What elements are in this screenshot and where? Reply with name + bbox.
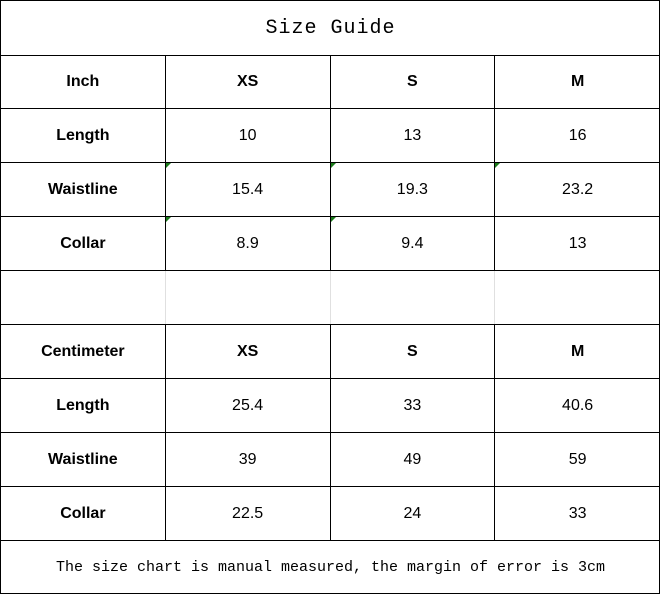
table-cell[interactable]: Waistline: [1, 433, 166, 486]
table-cell[interactable]: [331, 271, 496, 324]
error-indicator-icon: [165, 217, 171, 222]
table-cell[interactable]: Length: [1, 379, 166, 432]
footer-note: The size chart is manual measured, the m…: [55, 559, 606, 576]
table-cell[interactable]: Collar: [1, 217, 166, 270]
table-cell[interactable]: S: [331, 325, 496, 378]
table-cell[interactable]: 10: [166, 109, 331, 162]
table-cell[interactable]: M: [570, 72, 585, 90]
table-row: Length 25.4 33 40.6: [1, 379, 660, 433]
blank-row: [1, 271, 660, 325]
table-cell[interactable]: 33: [568, 504, 587, 522]
table-cell[interactable]: 59: [568, 450, 587, 468]
table-cell[interactable]: Centimeter: [1, 325, 166, 378]
page-title: Size Guide: [1, 1, 660, 56]
table-cell[interactable]: XS: [166, 325, 331, 378]
table-cell[interactable]: 22.5: [166, 487, 331, 540]
table-cell[interactable]: 8.9: [165, 217, 331, 270]
table-row: Waistline 15.4 19.3 23.2: [1, 163, 660, 217]
table-cell[interactable]: [1, 271, 166, 324]
table-cell[interactable]: 9.4: [330, 217, 496, 270]
table-cell[interactable]: Collar: [1, 487, 166, 540]
table-cell[interactable]: 23.2: [495, 163, 660, 216]
table-row: Waistline 39 49 59: [1, 433, 660, 487]
error-indicator-icon: [165, 163, 171, 168]
table-cell[interactable]: M: [570, 342, 585, 360]
table-row: Collar 8.9 9.4 13: [1, 217, 660, 271]
table-cell[interactable]: Length: [1, 109, 166, 162]
header-row: Centimeter XS S M: [1, 325, 660, 379]
table-cell[interactable]: [495, 271, 660, 324]
table-row: Collar 22.5 24 33: [1, 487, 660, 541]
table-cell[interactable]: 19.3: [330, 163, 496, 216]
error-indicator-icon: [495, 163, 501, 168]
table-cell[interactable]: 13: [331, 109, 496, 162]
table-cell[interactable]: 15.4: [165, 163, 331, 216]
table-cell[interactable]: Inch: [1, 55, 166, 108]
table-cell[interactable]: 16: [568, 126, 587, 144]
table-cell[interactable]: 13: [568, 234, 587, 252]
table-cell[interactable]: XS: [166, 55, 331, 108]
table-cell[interactable]: 40.6: [562, 396, 594, 414]
header-row: Inch XS S M: [1, 55, 660, 109]
table-cell[interactable]: [166, 271, 331, 324]
table-cell[interactable]: S: [331, 55, 496, 108]
table-cell[interactable]: 49: [331, 433, 496, 486]
table-cell[interactable]: Waistline: [1, 163, 166, 216]
table-cell[interactable]: 33: [331, 379, 496, 432]
table-row: Length 10 13 16: [1, 109, 660, 163]
error-indicator-icon: [330, 163, 336, 168]
table-cell[interactable]: 25.4: [166, 379, 331, 432]
table-cell[interactable]: 39: [166, 433, 331, 486]
table-cell[interactable]: 24: [331, 487, 496, 540]
error-indicator-icon: [330, 217, 336, 222]
